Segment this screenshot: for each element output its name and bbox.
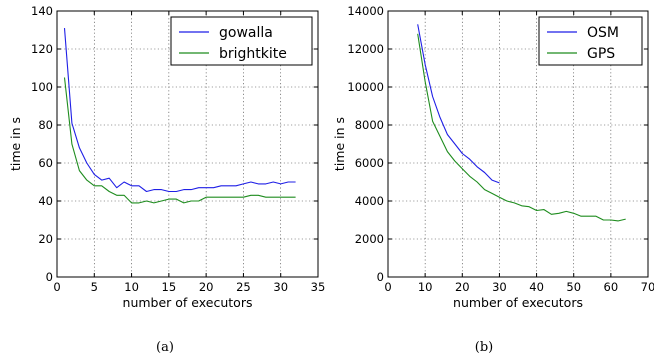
y-tick-label: 14000	[347, 4, 384, 18]
series-line-brightkite	[63, 77, 296, 204]
legend-box	[538, 16, 643, 66]
x-tick-label: 25	[236, 280, 251, 294]
legend-label: brightkite	[219, 46, 287, 62]
y-tick-label: 80	[38, 118, 53, 132]
series-line-osm	[417, 24, 500, 184]
x-tick-label: 0	[384, 280, 391, 294]
series-line-gowalla	[63, 28, 296, 193]
x-tick-label: 35	[311, 280, 326, 294]
panel-caption: (b)	[475, 340, 493, 355]
y-tick-label: 12000	[347, 42, 384, 56]
plot-frame	[387, 10, 649, 278]
y-tick-label: 100	[31, 80, 53, 94]
x-tick-label: 30	[273, 280, 288, 294]
x-tick-label: 10	[124, 280, 139, 294]
plot-frame	[56, 10, 319, 278]
x-tick-label: 30	[492, 280, 507, 294]
legend-label: OSM	[587, 25, 619, 41]
y-tick-label: 2000	[355, 232, 384, 246]
x-tick-label: 70	[641, 280, 654, 294]
x-tick-label: 40	[529, 280, 544, 294]
x-tick-label: 60	[604, 280, 619, 294]
x-tick-label: 15	[162, 280, 177, 294]
y-tick-label: 40	[38, 194, 53, 208]
legend-label: GPS	[587, 46, 615, 62]
x-tick-label: 10	[418, 280, 433, 294]
y-tick-label: 0	[377, 270, 384, 284]
y-tick-label: 8000	[355, 118, 384, 132]
x-tick-label: 5	[91, 280, 98, 294]
y-tick-label: 0	[46, 270, 53, 284]
y-tick-label: 4000	[355, 194, 384, 208]
legend-box	[170, 16, 313, 66]
y-axis-label: time in s	[8, 117, 23, 171]
y-axis-label: time in s	[332, 117, 347, 171]
legend-label: gowalla	[219, 25, 273, 41]
y-tick-label: 10000	[347, 80, 384, 94]
panel-caption: (a)	[156, 340, 174, 355]
chart-panel-b: 0 10 20 30 40 50 60 70 0 2000 4000 6000 8000 10000 120…	[332, 4, 654, 355]
x-axis-label: number of executors	[453, 295, 583, 310]
y-tick-label: 60	[38, 156, 53, 170]
x-axis-label: number of executors	[123, 295, 253, 310]
x-tick-label: 50	[566, 280, 581, 294]
y-tick-label: 140	[31, 4, 53, 18]
y-tick-label: 20	[38, 232, 53, 246]
x-tick-label: 20	[199, 280, 214, 294]
chart-panel-a: 0 5 10 15 20 25 30 35 0 20 40 60 80 100 120 140 gowalla b…	[8, 4, 325, 355]
x-tick-label: 20	[455, 280, 470, 294]
y-tick-label: 120	[31, 42, 53, 56]
y-tick-label: 6000	[355, 156, 384, 170]
x-tick-label: 0	[53, 280, 60, 294]
series-line-gps	[417, 33, 626, 222]
